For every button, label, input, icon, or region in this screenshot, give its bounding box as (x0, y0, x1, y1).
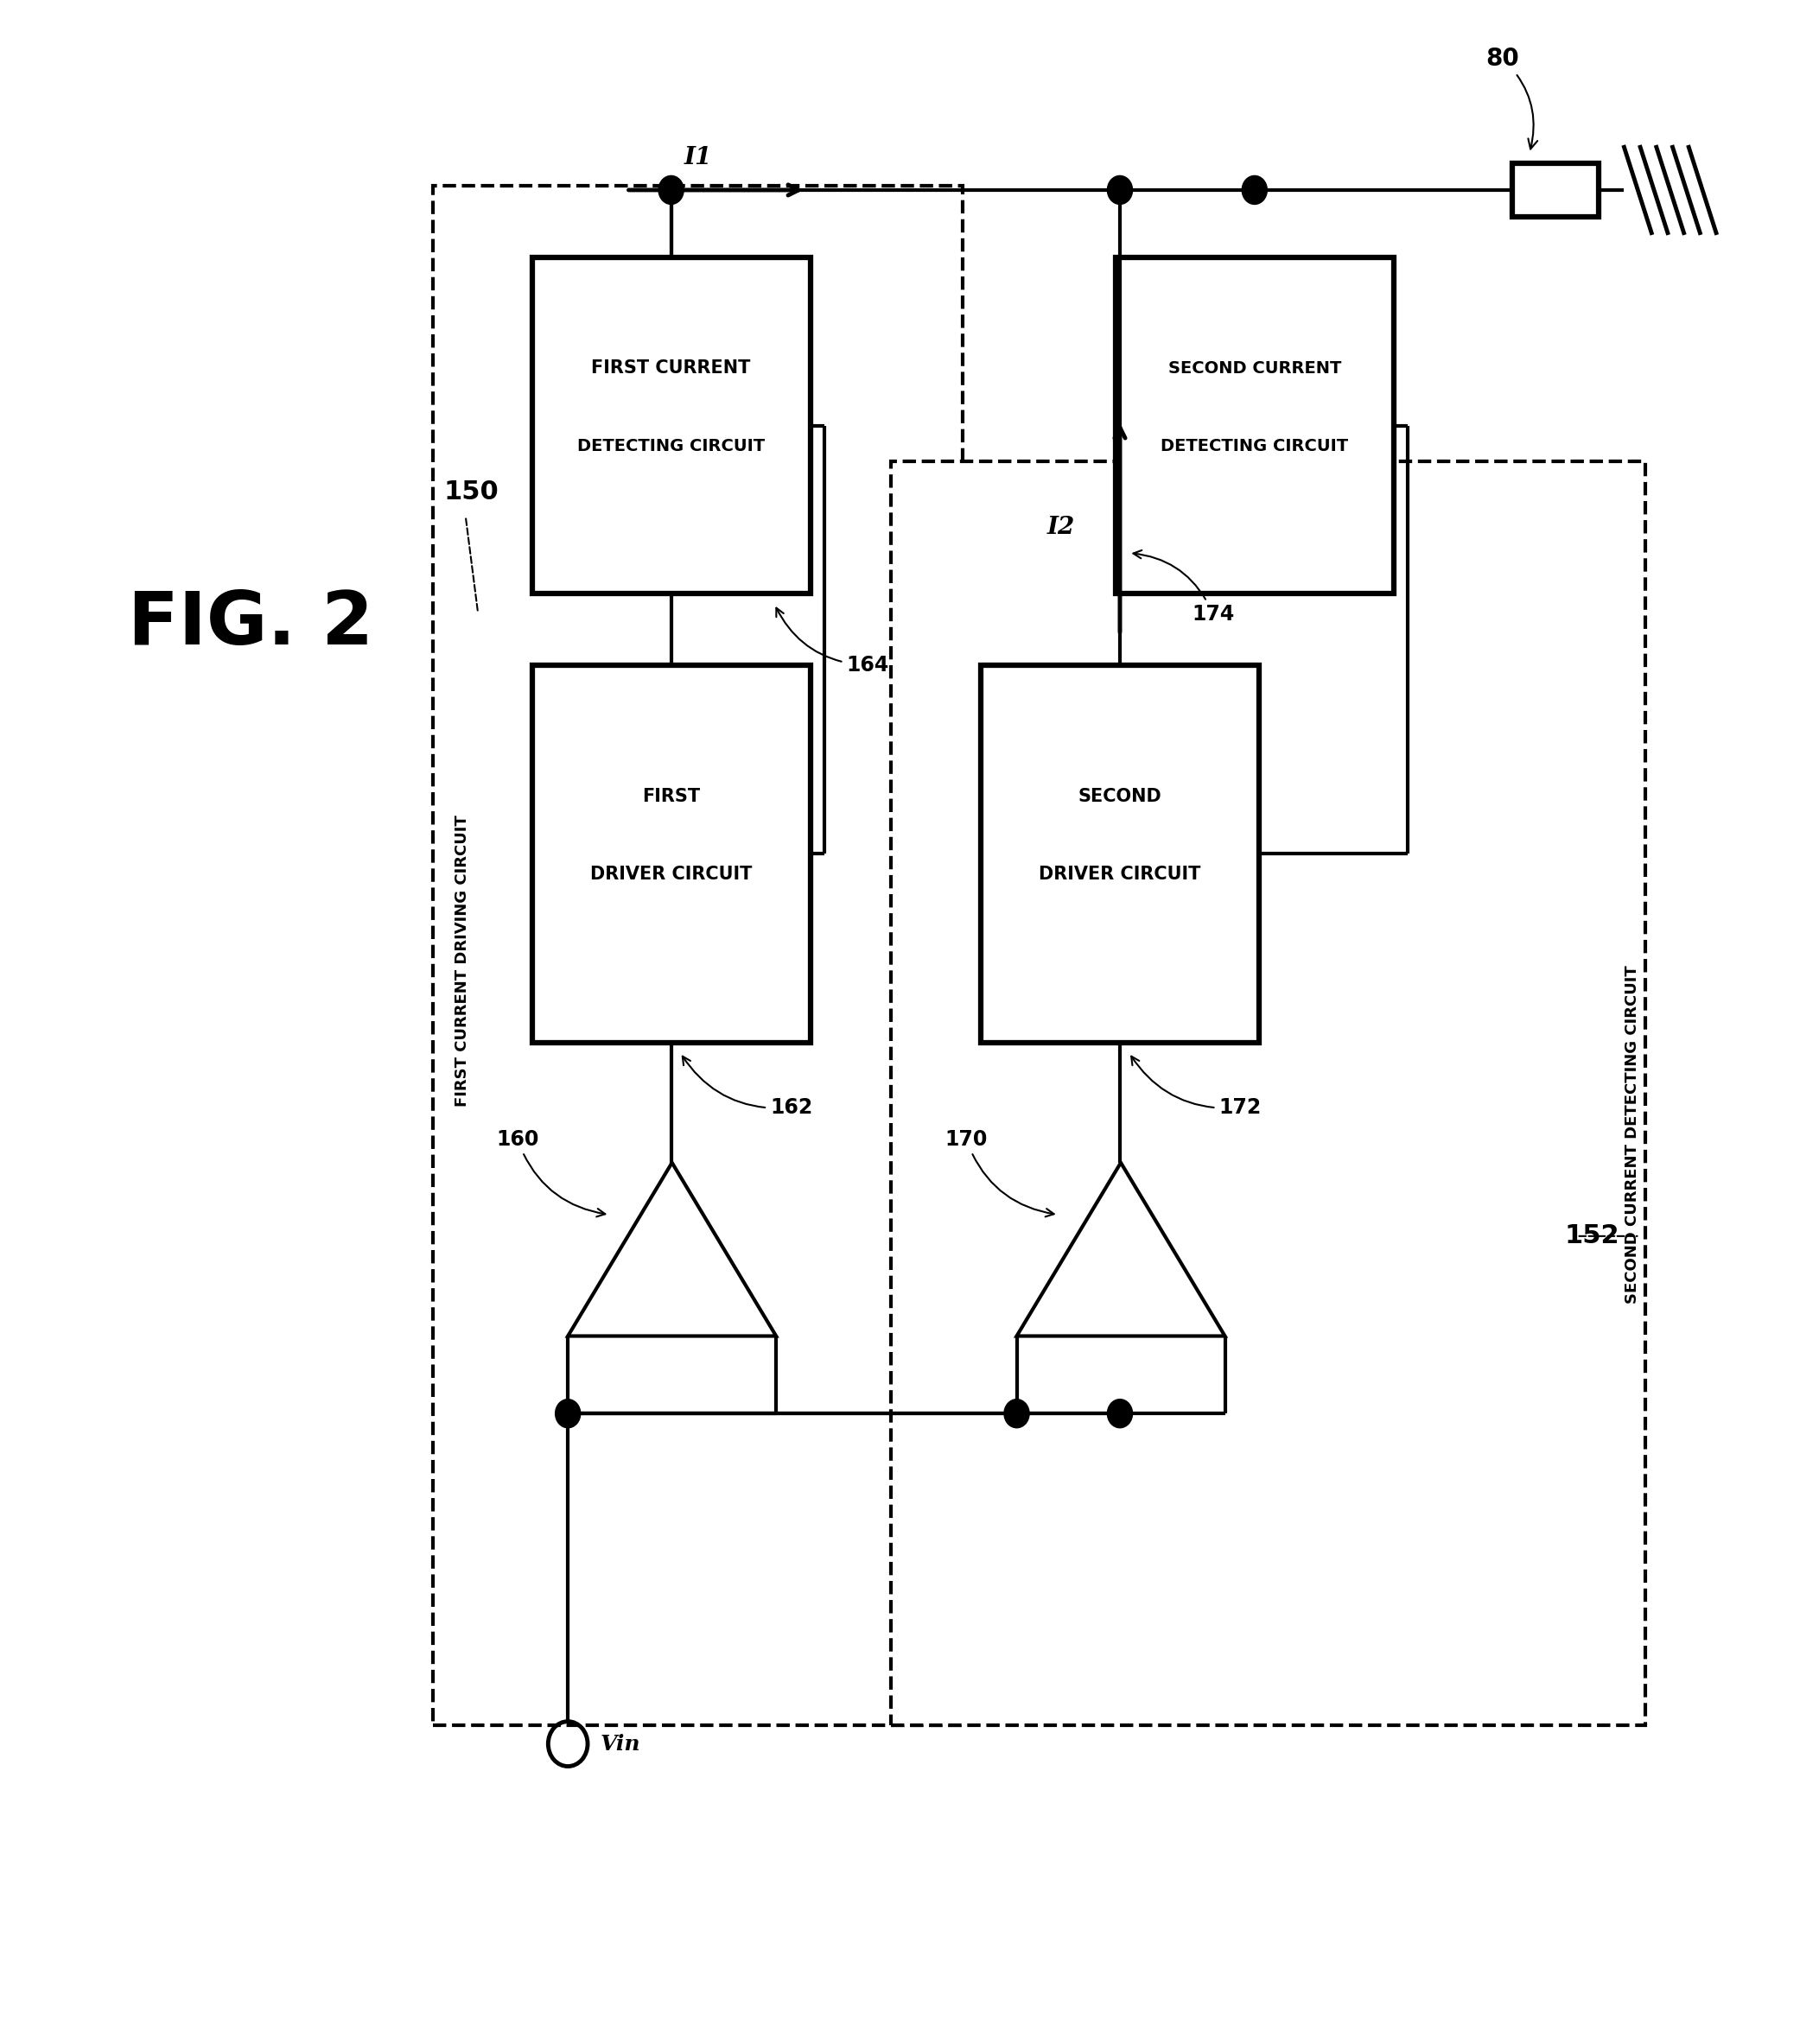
Text: 160: 160 (497, 1128, 605, 1216)
Text: 150: 150 (445, 478, 499, 505)
Text: FIG. 2: FIG. 2 (128, 589, 374, 660)
Circle shape (659, 176, 684, 204)
Text: 80: 80 (1485, 47, 1537, 149)
Text: FIRST: FIRST (643, 789, 700, 805)
Bar (981, 664, 1258, 1042)
Text: DETECTING CIRCUIT: DETECTING CIRCUIT (578, 437, 765, 454)
Circle shape (1107, 1400, 1132, 1429)
Text: SECOND CURRENT: SECOND CURRENT (1168, 360, 1341, 376)
Bar (891, 462, 1645, 1725)
Text: Vin: Vin (599, 1733, 641, 1754)
Text: I1: I1 (684, 145, 713, 170)
Text: SECOND: SECOND (1078, 789, 1161, 805)
Text: 152: 152 (1564, 1224, 1620, 1249)
Text: DRIVER CIRCUIT: DRIVER CIRCUIT (1039, 865, 1201, 883)
Bar (434, 186, 963, 1725)
Text: 170: 170 (945, 1128, 1055, 1216)
Bar (1512, 164, 1598, 217)
Bar (533, 258, 810, 593)
Text: I2: I2 (1048, 515, 1075, 540)
Text: SECOND CURRENT DETECTING CIRCUIT: SECOND CURRENT DETECTING CIRCUIT (1625, 965, 1640, 1304)
Circle shape (1004, 1400, 1030, 1429)
Text: FIRST CURRENT DRIVING CIRCUIT: FIRST CURRENT DRIVING CIRCUIT (454, 816, 470, 1106)
Bar (1116, 258, 1393, 593)
Circle shape (1242, 176, 1267, 204)
Text: DRIVER CIRCUIT: DRIVER CIRCUIT (590, 865, 752, 883)
Text: 164: 164 (776, 607, 889, 677)
Text: FIRST CURRENT: FIRST CURRENT (592, 360, 751, 376)
Text: DETECTING CIRCUIT: DETECTING CIRCUIT (1161, 437, 1348, 454)
Circle shape (1107, 176, 1132, 204)
Text: 162: 162 (682, 1057, 812, 1118)
Text: 172: 172 (1132, 1057, 1262, 1118)
Circle shape (556, 1400, 580, 1429)
Bar (533, 664, 810, 1042)
Text: 174: 174 (1134, 550, 1235, 625)
